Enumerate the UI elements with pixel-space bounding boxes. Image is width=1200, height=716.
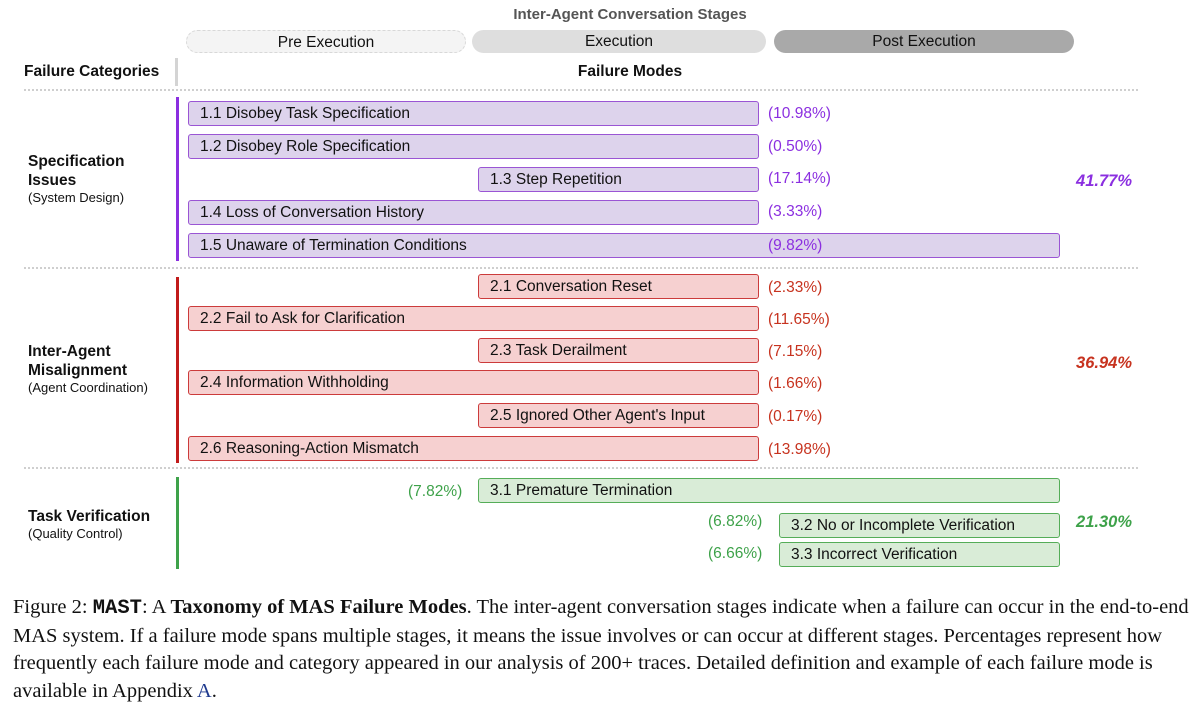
failure-mode-3-3-pct: (6.66%) xyxy=(708,545,763,562)
category-total-verification: 21.30% xyxy=(1076,513,1132,531)
category-total-misalignment: 36.94% xyxy=(1076,354,1132,372)
failure-mode-1-2: 1.2 Disobey Role Specification xyxy=(188,134,759,159)
category-bar-specification xyxy=(176,97,179,261)
stages-title: Inter-Agent Conversation Stages xyxy=(513,6,747,23)
caption-title: Taxonomy of MAS Failure Modes xyxy=(170,596,467,618)
caption-body: . The inter-agent conversation stages in… xyxy=(13,596,1189,702)
failure-mode-1-3: 1.3 Step Repetition xyxy=(478,167,759,192)
failure-mode-1-4-pct: (3.33%) xyxy=(768,203,823,220)
category-name-line1: Task Verification xyxy=(28,508,151,525)
failure-mode-3-1-pct: (7.82%) xyxy=(408,483,463,500)
failure-mode-1-5-pct: (9.82%) xyxy=(768,237,823,254)
appendix-link[interactable]: A xyxy=(196,679,212,702)
failure-mode-1-3-pct: (17.14%) xyxy=(768,170,831,187)
caption-mast: MAST xyxy=(92,597,142,620)
divider xyxy=(24,467,1138,469)
failure-mode-2-4-pct: (1.66%) xyxy=(768,375,823,392)
category-subtitle: (Agent Coordination) xyxy=(28,380,148,395)
header-separator xyxy=(175,58,178,86)
stage-execution: Execution xyxy=(472,30,766,53)
failure-mode-1-4: 1.4 Loss of Conversation History xyxy=(188,200,759,225)
failure-mode-2-6-pct: (13.98%) xyxy=(768,441,831,458)
caption-figure-label: Figure 2: xyxy=(13,596,93,618)
caption-end: . xyxy=(211,679,217,702)
failure-mode-2-5-pct: (0.17%) xyxy=(768,408,823,425)
failure-mode-2-5: 2.5 Ignored Other Agent's Input xyxy=(478,403,759,428)
category-bar-misalignment xyxy=(176,277,179,463)
failure-mode-2-6: 2.6 Reasoning-Action Mismatch xyxy=(188,436,759,461)
failure-mode-2-3: 2.3 Task Derailment xyxy=(478,338,759,363)
failure-mode-2-4: 2.4 Information Withholding xyxy=(188,370,759,395)
category-bar-verification xyxy=(176,477,179,569)
failure-mode-2-2: 2.2 Fail to Ask for Clarification xyxy=(188,306,759,331)
caption-colon: : A xyxy=(141,596,171,618)
divider xyxy=(24,89,1138,91)
category-name-line1: Inter-Agent xyxy=(28,343,111,360)
category-name-line2: Issues xyxy=(28,172,77,189)
figure-caption: Figure 2: MAST: A Taxonomy of MAS Failur… xyxy=(13,594,1189,705)
failure-mode-2-2-pct: (11.65%) xyxy=(768,311,830,328)
divider xyxy=(24,267,1138,269)
failure-mode-2-1-pct: (2.33%) xyxy=(768,279,823,296)
failure-mode-3-1: 3.1 Premature Termination xyxy=(478,478,1060,503)
failure-mode-1-1: 1.1 Disobey Task Specification xyxy=(188,101,759,126)
category-name-line1: Specification xyxy=(28,153,125,170)
category-specification-issues: Specification Issues (System Design) xyxy=(28,152,168,206)
category-inter-agent-misalignment: Inter-Agent Misalignment (Agent Coordina… xyxy=(28,342,168,396)
failure-mode-2-1: 2.1 Conversation Reset xyxy=(478,274,759,299)
failure-categories-header: Failure Categories xyxy=(24,63,160,80)
failure-mode-3-3: 3.3 Incorrect Verification xyxy=(779,542,1060,567)
failure-mode-2-3-pct: (7.15%) xyxy=(768,343,823,360)
failure-modes-header: Failure Modes xyxy=(577,63,683,80)
category-task-verification: Task Verification (Quality Control) xyxy=(28,507,178,542)
stage-pre-execution: Pre Execution xyxy=(186,30,466,53)
failure-mode-3-2-pct: (6.82%) xyxy=(708,513,763,530)
failure-mode-1-1-pct: (10.98%) xyxy=(768,105,831,122)
failure-mode-1-2-pct: (0.50%) xyxy=(768,138,823,155)
failure-mode-3-2: 3.2 No or Incomplete Verification xyxy=(779,513,1060,538)
category-subtitle: (System Design) xyxy=(28,190,125,205)
failure-mode-1-5: 1.5 Unaware of Termination Conditions xyxy=(188,233,1060,258)
stage-post-execution: Post Execution xyxy=(774,30,1074,53)
category-total-specification: 41.77% xyxy=(1076,172,1132,190)
category-name-line2: Misalignment xyxy=(28,362,128,379)
category-subtitle: (Quality Control) xyxy=(28,526,123,541)
